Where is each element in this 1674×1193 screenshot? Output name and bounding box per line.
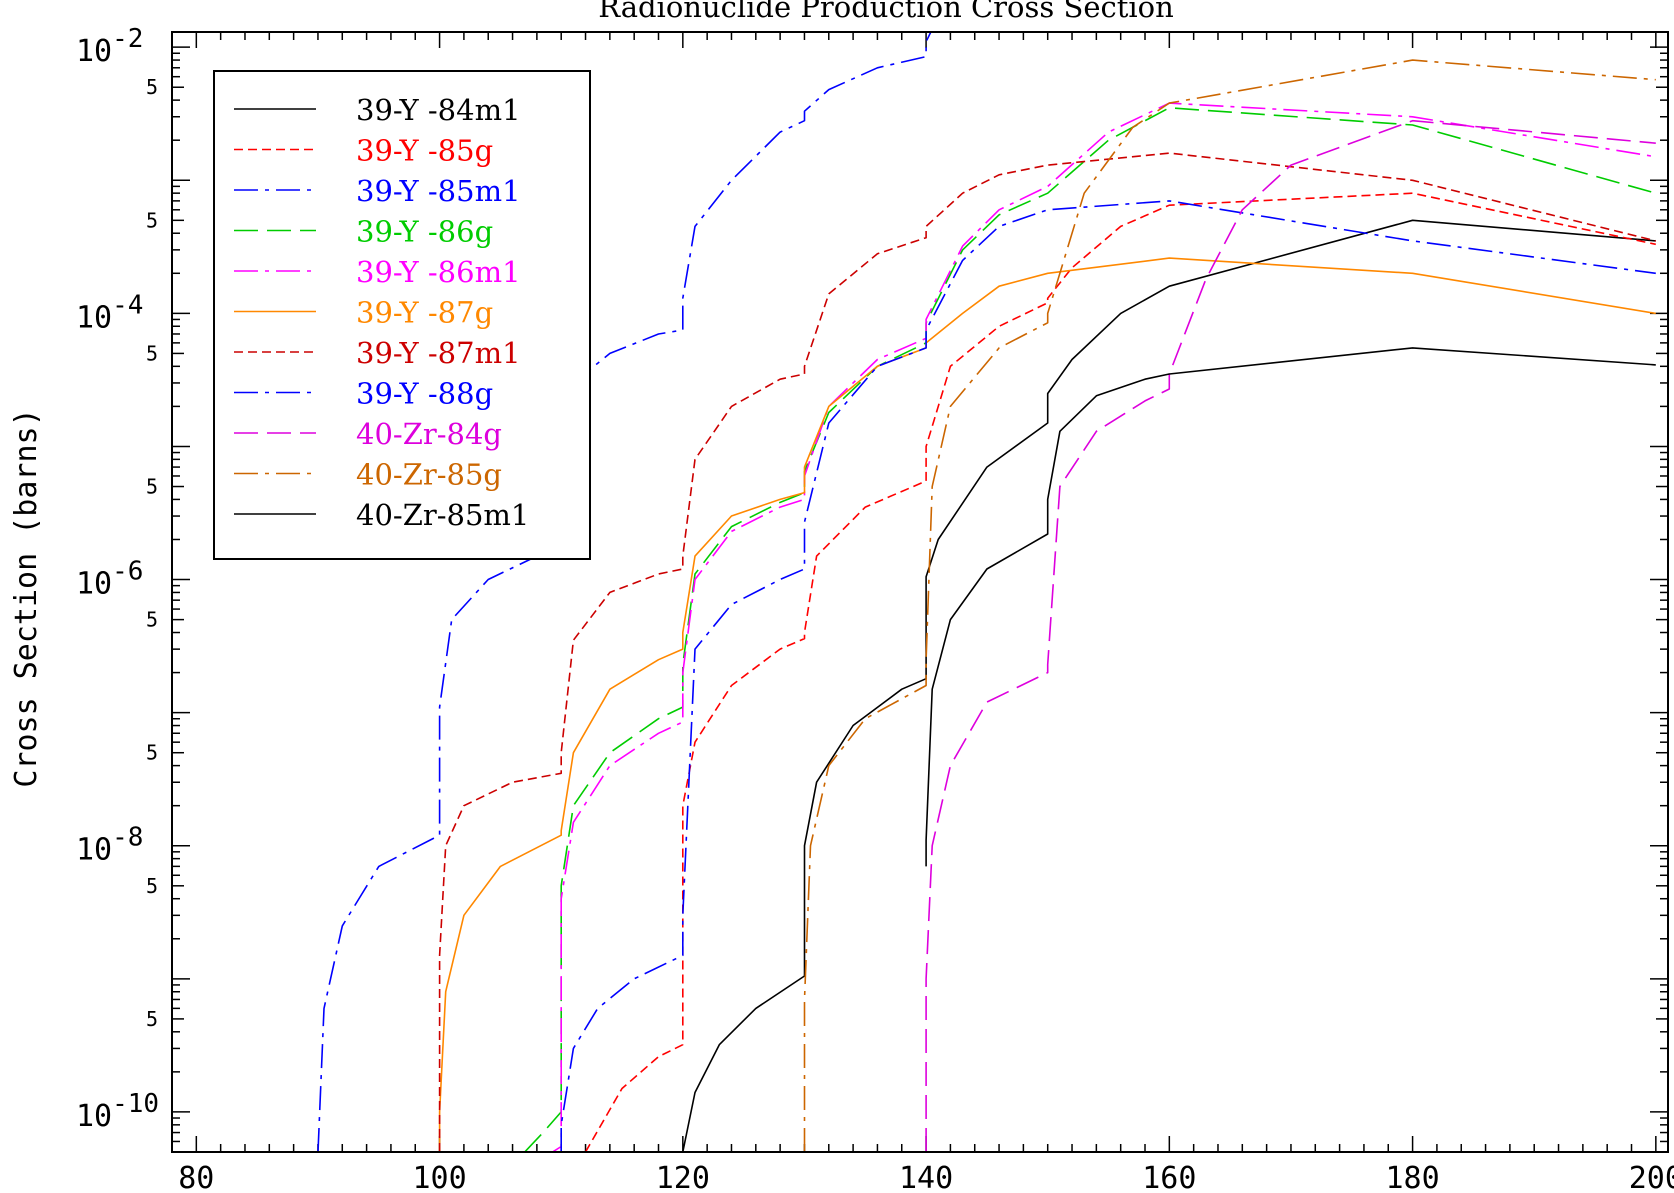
x-tick-label: 140: [899, 1161, 953, 1193]
y-minor-tick-label: 5: [146, 341, 158, 365]
legend-box: [213, 70, 591, 560]
series-line-6: [438, 257, 1656, 1152]
y-minor-tick-label: 5: [146, 475, 158, 499]
x-tick-label: 100: [412, 1161, 466, 1193]
legend-label: 40-Zr-85m1: [356, 498, 529, 532]
series-line-4: [524, 107, 1657, 1152]
legend-label: 39-Y -87g: [356, 296, 493, 330]
legend: 39-Y -84m1 39-Y -85g 39-Y -85m1 39-Y -86g 39…: [213, 70, 591, 560]
legend-label: 40-Zr-84g: [356, 417, 502, 451]
x-tick-label: 200: [1629, 1161, 1674, 1193]
series-layer: [317, 32, 1657, 1152]
series-line-10: [803, 59, 1656, 1152]
legend-label: 39-Y -84m1: [356, 93, 521, 127]
y-major-tick-label: 10-6: [76, 557, 143, 602]
series-line-7: [438, 152, 1656, 1152]
y-minor-tick-label: 5: [146, 741, 158, 765]
legend-label: 39-Y -85g: [356, 134, 493, 168]
legend-label: 39-Y -88g: [356, 377, 493, 411]
chart-title: Radionuclide Production Cross Section: [598, 0, 1174, 24]
y-axis-label: Cross Section (barns): [9, 408, 44, 787]
series-line-3: [317, 32, 932, 1152]
x-tick-label: 80: [178, 1161, 214, 1193]
series-line-8: [560, 200, 1656, 1152]
y-major-tick-label: 10-2: [76, 24, 143, 69]
y-major-tick-label: 10-4: [76, 290, 143, 335]
series-line-5: [551, 102, 1656, 1152]
axis-ticks: 80 100 120 140 160 180 200 5 5 5 5 5 5 5 5 10-10 10-8 10-…: [76, 24, 1674, 1193]
x-tick-label: 180: [1385, 1161, 1439, 1193]
plot-frame: [171, 31, 1669, 1153]
x-tick-label: 160: [1142, 1161, 1196, 1193]
series-line-11: [925, 347, 1656, 867]
legend-label: 39-Y -86m1: [356, 255, 521, 289]
x-tick-label: 120: [656, 1161, 710, 1193]
series-line-9: [925, 119, 1656, 1152]
legend-label: 39-Y -87m1: [356, 336, 521, 370]
legend-label: 39-Y -86g: [356, 215, 493, 249]
series-line-1: [682, 219, 1656, 1152]
y-minor-tick-label: 5: [146, 874, 158, 898]
y-minor-tick-label: 5: [146, 1007, 158, 1031]
y-major-tick-label: 10-10: [76, 1089, 159, 1134]
legend-label: 40-Zr-85g: [356, 458, 502, 492]
y-minor-tick-label: 5: [146, 608, 158, 632]
y-major-tick-label: 10-8: [76, 823, 143, 868]
series-line-2: [584, 192, 1656, 1152]
legend-label: 39-Y -85m1: [356, 174, 521, 208]
y-minor-tick-label: 5: [146, 75, 158, 99]
y-minor-tick-label: 5: [146, 208, 158, 232]
